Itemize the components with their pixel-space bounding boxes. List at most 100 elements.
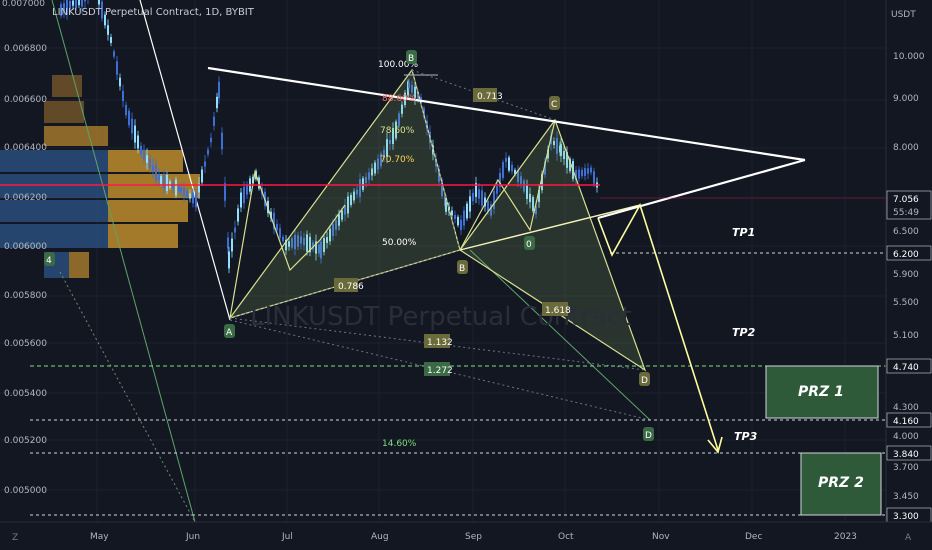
right-tick: 3.700 bbox=[893, 463, 919, 473]
candle-body bbox=[362, 178, 364, 190]
price-badge-4160: 4.160 bbox=[893, 417, 919, 427]
candle-body bbox=[312, 242, 314, 250]
candle-body bbox=[75, 0, 77, 9]
candle-body bbox=[438, 169, 440, 182]
candle-body bbox=[472, 192, 474, 202]
candle-body bbox=[201, 169, 203, 183]
candle-body bbox=[204, 161, 206, 167]
candle-body bbox=[320, 241, 322, 259]
zoom-z-button[interactable]: Z bbox=[12, 533, 18, 543]
price-badges: 7.056 55:49 6.200 4.740 4.160 3.840 3.30… bbox=[886, 190, 932, 523]
candle-body bbox=[508, 157, 510, 171]
right-axis-panel[interactable] bbox=[886, 0, 932, 522]
left-tick: 0.006600 bbox=[4, 95, 47, 105]
candle-body bbox=[457, 216, 459, 226]
diagonal-lines bbox=[51, 0, 651, 523]
ratio-1272-label: 1.272 bbox=[427, 366, 453, 376]
candle-body bbox=[496, 186, 498, 194]
candle-body bbox=[113, 51, 115, 57]
time-tick: Jun bbox=[185, 532, 200, 542]
left-tick: 0.005800 bbox=[4, 291, 47, 301]
left-tick: 0.006000 bbox=[4, 242, 47, 252]
auto-scale-button[interactable]: A bbox=[905, 533, 912, 543]
candle-body bbox=[110, 37, 112, 43]
candle-body bbox=[377, 158, 379, 170]
left-tick: 0.007000 bbox=[2, 0, 45, 9]
fib-1460-label: 14.60% bbox=[382, 439, 417, 449]
ratio-0786-label: 0.786 bbox=[338, 282, 364, 292]
candle-body bbox=[252, 176, 254, 184]
candle-body bbox=[309, 236, 311, 253]
candle-body bbox=[344, 205, 346, 215]
candle-body bbox=[374, 162, 376, 174]
point-a-label: A bbox=[226, 328, 233, 338]
candle-body bbox=[445, 198, 447, 212]
candle-body bbox=[285, 239, 287, 251]
candle-body bbox=[101, 1, 103, 19]
candle-body bbox=[234, 227, 236, 233]
candle-body bbox=[81, 0, 83, 7]
candle-body bbox=[535, 205, 537, 215]
candle-body bbox=[183, 187, 185, 197]
candle-body bbox=[563, 150, 565, 160]
fib-100-label: 100.00% bbox=[378, 60, 418, 70]
candle-body bbox=[163, 174, 165, 189]
candlesticks bbox=[60, 0, 598, 274]
candle-body bbox=[69, 0, 71, 9]
candle-body bbox=[134, 125, 136, 143]
candle-body bbox=[593, 171, 595, 184]
point-c-label: C bbox=[551, 100, 557, 110]
ratio-0713-label: 0.713 bbox=[477, 92, 503, 102]
right-tick: 4.000 bbox=[893, 432, 919, 442]
candle-body bbox=[423, 108, 425, 117]
candle-body bbox=[326, 237, 328, 243]
right-tick: 9.000 bbox=[893, 94, 919, 104]
time-axis-panel[interactable] bbox=[0, 522, 932, 550]
candle-body bbox=[221, 132, 223, 150]
candle-body bbox=[493, 191, 495, 209]
candle-body bbox=[581, 169, 583, 177]
candle-body bbox=[329, 228, 331, 242]
candle-body bbox=[137, 135, 139, 149]
point-markers: A B B C 0 D D 4 bbox=[44, 50, 654, 441]
time-tick: May bbox=[90, 532, 109, 542]
candle-body bbox=[538, 189, 540, 203]
candle-body bbox=[520, 176, 522, 184]
time-tick: Dec bbox=[745, 532, 762, 542]
candle-body bbox=[365, 176, 367, 184]
candle-body bbox=[341, 210, 343, 220]
prz1-label: PRZ 1 bbox=[798, 384, 844, 400]
candle-body bbox=[107, 25, 109, 35]
grid bbox=[0, 0, 886, 522]
candle-body bbox=[441, 180, 443, 197]
projection-arrow bbox=[597, 203, 723, 454]
volume-profile bbox=[0, 75, 200, 278]
candle-body bbox=[386, 139, 388, 157]
candle-body bbox=[401, 104, 403, 114]
candle-body bbox=[454, 214, 456, 220]
left-tick: 0.005000 bbox=[4, 486, 47, 496]
left-tick: 0.006200 bbox=[4, 193, 47, 203]
candle-body bbox=[155, 164, 157, 181]
candle-body bbox=[392, 128, 394, 144]
candle-body bbox=[224, 183, 226, 201]
candle-body bbox=[389, 139, 391, 145]
right-tick: 5.900 bbox=[893, 270, 919, 280]
current-price-badge: 7.056 bbox=[893, 195, 919, 205]
candle-body bbox=[487, 200, 489, 212]
candle-body bbox=[408, 82, 410, 88]
point-b-top-label: B bbox=[408, 54, 414, 64]
candle-body bbox=[98, 0, 100, 5]
candle-body bbox=[511, 164, 513, 172]
time-tick: 2023 bbox=[834, 532, 857, 542]
price-badge-6200: 6.200 bbox=[893, 250, 919, 260]
candle-body bbox=[291, 238, 293, 248]
candle-body bbox=[192, 192, 194, 204]
price-badge-3300: 3.300 bbox=[893, 512, 919, 522]
fib-786-label: 78.60% bbox=[380, 126, 415, 136]
candle-body bbox=[353, 191, 355, 201]
triangle-pattern bbox=[207, 66, 806, 220]
fib-50-label: 50.00% bbox=[382, 238, 417, 248]
candle-body bbox=[189, 193, 191, 199]
